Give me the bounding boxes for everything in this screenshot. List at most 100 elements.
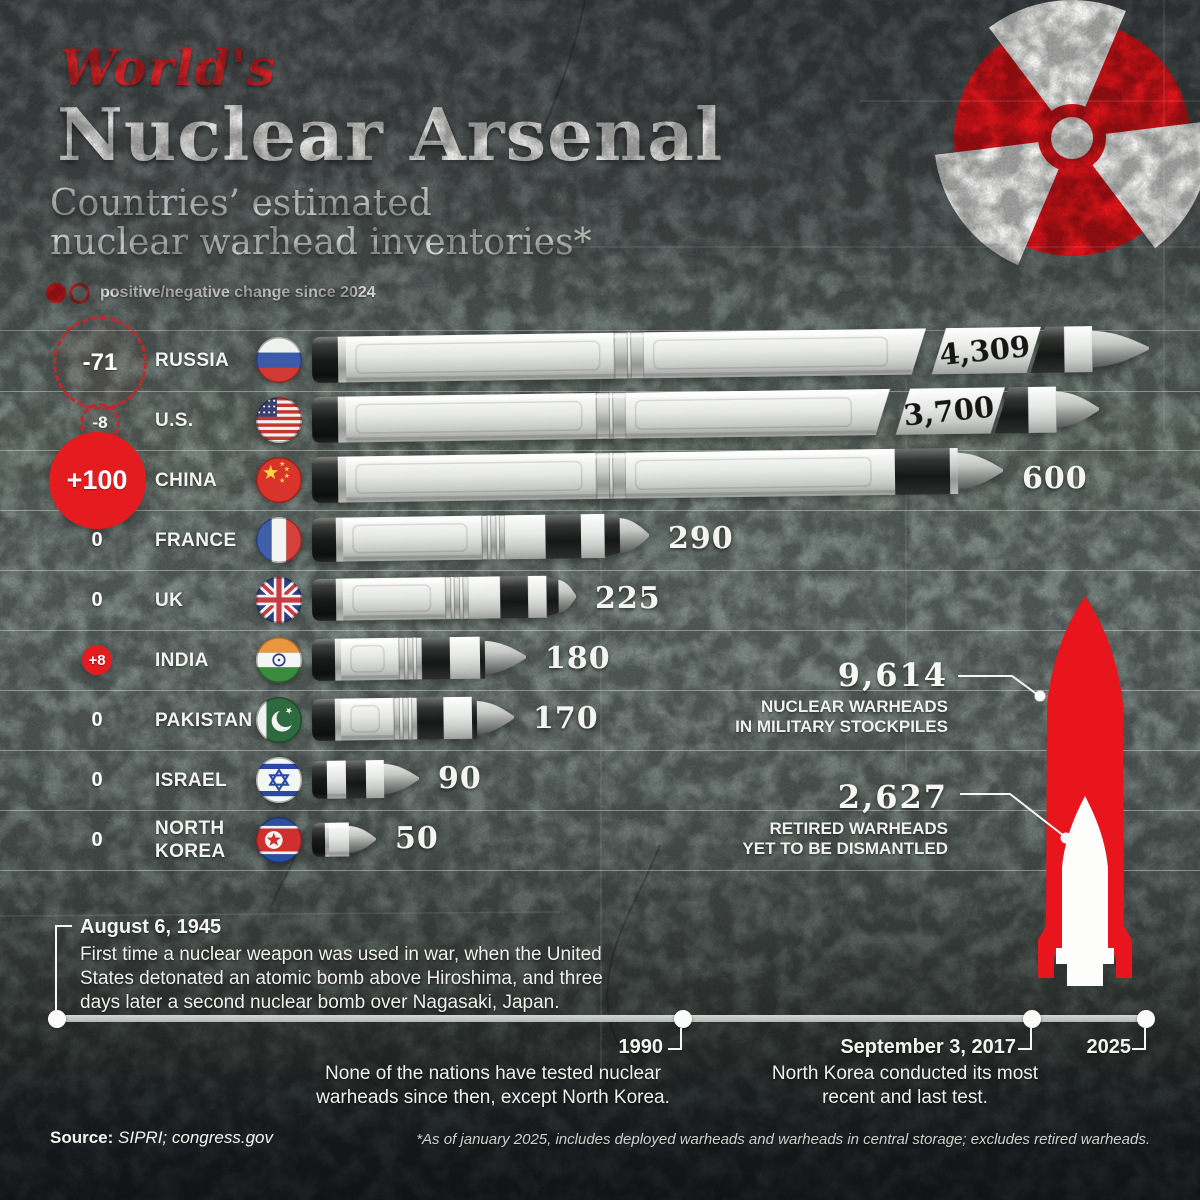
change-badge: 0: [60, 766, 134, 794]
stat-caption-line: YET TO BE DISMANTLED: [742, 839, 948, 858]
stat-retired-value: 2,627: [837, 778, 948, 816]
missile-bar: [311, 759, 420, 799]
warhead-count-label: 600: [1022, 461, 1088, 496]
retired-missile-graphic: [1056, 796, 1114, 986]
table-row: [0, 510, 1200, 571]
table-row: [0, 690, 1200, 751]
footnote: *As of january 2025, includes deployed w…: [416, 1131, 1150, 1148]
missile-bar: [311, 447, 1003, 503]
change-value: +100: [66, 464, 128, 495]
change-badge: 0: [60, 586, 134, 614]
country-flag: [256, 577, 302, 623]
country-label: RUSSIA: [155, 349, 230, 371]
missile-bar-wrap: [311, 575, 580, 621]
country-label: FRANCE: [155, 529, 237, 551]
source-value: SIPRI; congress.gov: [113, 1128, 273, 1147]
stat-retired: 2,627 RETIRED WARHEADS YET TO BE DISMANT…: [742, 778, 948, 859]
india-flag-icon: [256, 637, 302, 683]
warhead-count-label: 180: [545, 641, 611, 676]
warhead-count-label: 50: [395, 821, 439, 856]
country-label: UK: [155, 589, 184, 611]
missile-bar-wrap: [311, 822, 379, 857]
missile-bar-wrap: 3,700: [311, 386, 1103, 443]
timeline-dot-1990: [674, 1010, 692, 1028]
table-row: [0, 750, 1200, 811]
france-flag-icon: [256, 517, 302, 563]
source-credit: Source: SIPRI; congress.gov: [50, 1128, 273, 1148]
change-value: 0: [91, 768, 103, 791]
country-label: U.S.: [155, 409, 194, 431]
missile-bar: 3,700: [311, 386, 1099, 443]
table-row: [0, 630, 1200, 691]
change-value: +8: [88, 651, 106, 669]
table-row: [0, 450, 1200, 511]
uk-flag-icon: [256, 577, 302, 623]
stat-stockpiles-caption: NUCLEAR WARHEADS IN MILITARY STOCKPILES: [735, 697, 948, 737]
change-badge: 0: [60, 826, 134, 854]
change-badge: 0: [60, 706, 134, 734]
country-label: NORTH KOREA: [155, 818, 226, 862]
stat-stockpiles-value: 9,614: [837, 656, 948, 694]
warhead-count-label: 225: [595, 581, 661, 616]
missile-bar-wrap: [311, 696, 518, 741]
timeline-dot-2017: [1023, 1010, 1041, 1028]
country-flag: [256, 337, 302, 383]
change-value: -71: [82, 349, 118, 376]
change-value: 0: [91, 828, 103, 851]
israel-flag-icon: [256, 757, 302, 803]
missile-bar: [311, 636, 526, 681]
us-flag-icon: [256, 397, 302, 443]
country-flag: [256, 637, 302, 683]
russia-flag-icon: [256, 337, 302, 383]
timeline-note-left: None of the nations have tested nuclear …: [316, 1063, 670, 1108]
table-row: [0, 570, 1200, 631]
stat-caption-line: IN MILITARY STOCKPILES: [735, 717, 948, 736]
missile-bar: [311, 575, 576, 621]
missile-bar: 4,309: [311, 326, 1149, 383]
country-label: PAKISTAN: [155, 709, 253, 731]
timeline-1945-text: First time a nuclear weapon was used in …: [80, 944, 603, 1013]
country-flag: [256, 457, 302, 503]
change-value: -8: [92, 413, 108, 432]
country-flag: [256, 517, 302, 563]
country-label: INDIA: [155, 649, 209, 671]
change-value: 0: [91, 528, 103, 551]
missile-bar: [311, 696, 514, 741]
north-korea-flag-icon: [256, 817, 302, 863]
table-row: [0, 810, 1200, 871]
change-badge: 0: [60, 526, 134, 554]
change-badge: +100: [48, 431, 146, 529]
warhead-count-label: 290: [668, 521, 734, 556]
country-flag: [256, 817, 302, 863]
stat-caption-line: NUCLEAR WARHEADS: [761, 697, 948, 716]
missile-bar-wrap: [311, 636, 530, 681]
missile-bar: [311, 513, 649, 562]
change-value: 0: [91, 708, 103, 731]
stat-caption-line: RETIRED WARHEADS: [769, 819, 948, 838]
country-flag: [256, 757, 302, 803]
change-badge: +8: [82, 645, 112, 675]
country-label: CHINA: [155, 469, 218, 491]
warhead-count-label: 170: [533, 701, 599, 736]
missile-bar-wrap: 4,309: [311, 325, 1153, 383]
country-flag: [256, 397, 302, 443]
timeline-note-right: North Korea conducted its most recent an…: [771, 1063, 1039, 1108]
missile-bar-wrap: [311, 513, 653, 562]
china-flag-icon: [256, 457, 302, 503]
missile-bar-wrap: [311, 447, 1007, 503]
timeline-label-2025: 2025: [1086, 1036, 1132, 1058]
warhead-count-label: 90: [438, 761, 482, 796]
timeline-dot-2025: [1137, 1010, 1155, 1028]
stockpile-missile-graphic: [1038, 596, 1132, 986]
pakistan-flag-icon: [256, 697, 302, 743]
table-row: [0, 390, 1200, 451]
timeline-label-2017: September 3, 2017: [840, 1036, 1016, 1058]
missile-bar-wrap: [311, 759, 423, 799]
table-row: [0, 330, 1200, 392]
timeline-dot-1945: [48, 1010, 66, 1028]
change-value: 0: [91, 588, 103, 611]
stat-retired-caption: RETIRED WARHEADS YET TO BE DISMANTLED: [742, 819, 948, 859]
country-flag: [256, 697, 302, 743]
